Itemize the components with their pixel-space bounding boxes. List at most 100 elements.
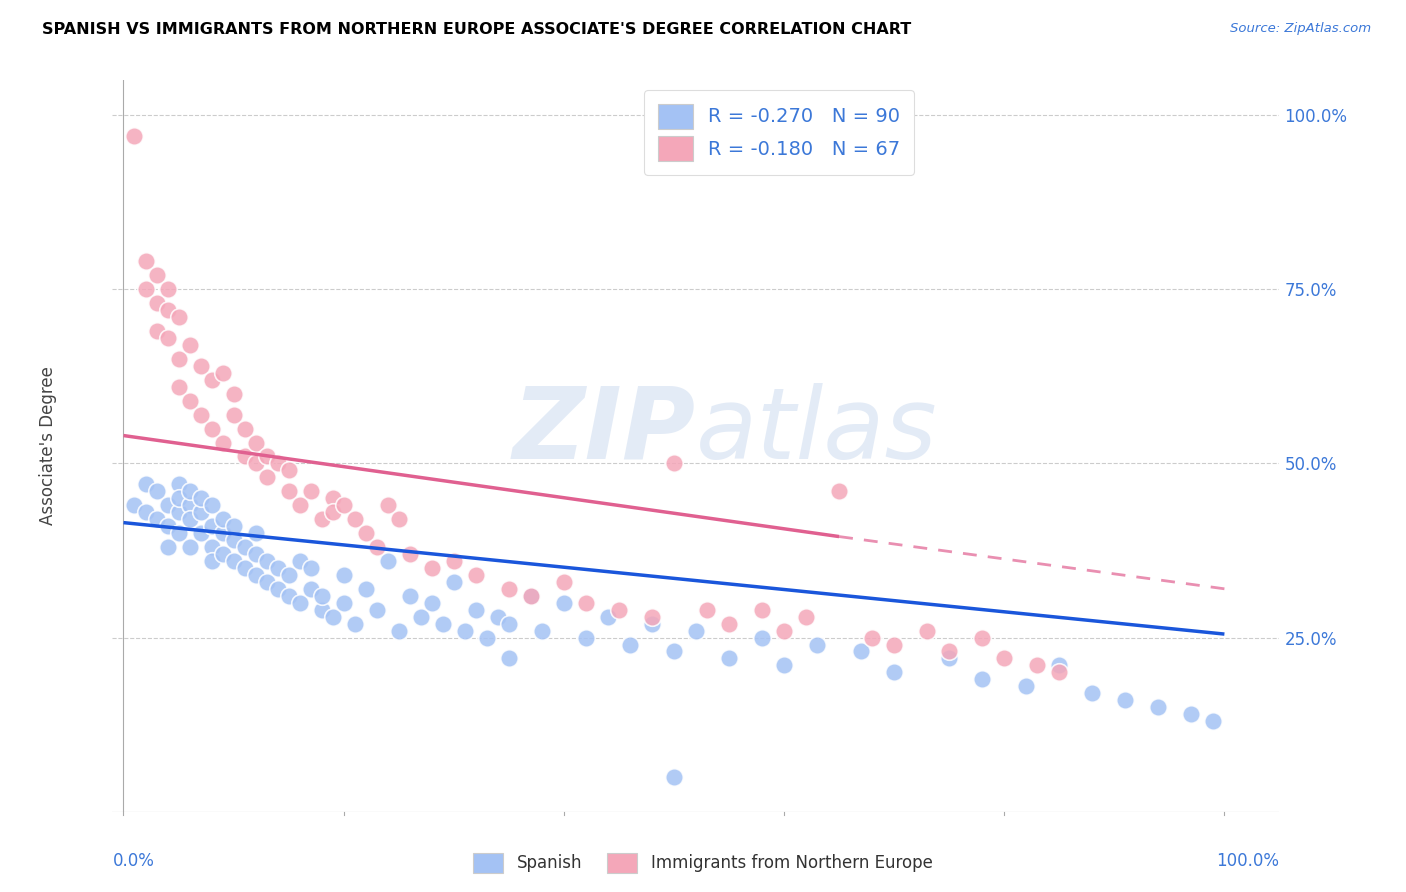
Point bbox=[343, 512, 366, 526]
Point bbox=[1026, 658, 1049, 673]
Point bbox=[1047, 658, 1070, 673]
Point bbox=[167, 380, 190, 394]
Point bbox=[354, 526, 377, 541]
Point bbox=[751, 603, 773, 617]
Point bbox=[233, 561, 256, 575]
Point bbox=[486, 609, 509, 624]
Point bbox=[1015, 679, 1038, 693]
Point bbox=[662, 644, 685, 658]
Point bbox=[662, 457, 685, 471]
Point bbox=[190, 505, 212, 519]
Point bbox=[156, 498, 179, 512]
Text: Associate's Degree: Associate's Degree bbox=[39, 367, 58, 525]
Point bbox=[1081, 686, 1104, 700]
Point bbox=[388, 624, 411, 638]
Point bbox=[1147, 700, 1170, 714]
Point bbox=[245, 457, 267, 471]
Point bbox=[972, 673, 994, 687]
Point bbox=[299, 561, 322, 575]
Point bbox=[167, 505, 190, 519]
Point bbox=[167, 491, 190, 506]
Point bbox=[179, 484, 201, 499]
Point bbox=[222, 386, 245, 401]
Point bbox=[993, 651, 1015, 665]
Point bbox=[145, 268, 167, 283]
Point bbox=[211, 512, 233, 526]
Point bbox=[233, 540, 256, 554]
Point bbox=[179, 512, 201, 526]
Point bbox=[1180, 707, 1202, 722]
Text: atlas: atlas bbox=[696, 383, 938, 480]
Point bbox=[277, 567, 299, 582]
Point bbox=[464, 603, 486, 617]
Point bbox=[883, 665, 905, 680]
Point bbox=[409, 609, 432, 624]
Point bbox=[211, 366, 233, 380]
Point bbox=[751, 631, 773, 645]
Point bbox=[222, 408, 245, 422]
Point bbox=[200, 554, 222, 568]
Point bbox=[717, 616, 740, 631]
Point bbox=[377, 554, 399, 568]
Point bbox=[530, 624, 553, 638]
Text: ZIP: ZIP bbox=[513, 383, 696, 480]
Point bbox=[696, 603, 718, 617]
Point bbox=[233, 450, 256, 464]
Point bbox=[662, 770, 685, 784]
Point bbox=[211, 526, 233, 541]
Point bbox=[156, 540, 179, 554]
Point bbox=[179, 540, 201, 554]
Point bbox=[520, 589, 543, 603]
Point bbox=[190, 408, 212, 422]
Point bbox=[299, 484, 322, 499]
Point bbox=[322, 505, 344, 519]
Text: 100.0%: 100.0% bbox=[1216, 852, 1279, 870]
Text: Source: ZipAtlas.com: Source: ZipAtlas.com bbox=[1230, 22, 1371, 36]
Point bbox=[167, 351, 190, 366]
Point bbox=[156, 303, 179, 318]
Point bbox=[553, 596, 575, 610]
Point bbox=[332, 498, 354, 512]
Point bbox=[575, 596, 598, 610]
Point bbox=[288, 596, 311, 610]
Point bbox=[343, 616, 366, 631]
Point bbox=[124, 498, 146, 512]
Point bbox=[332, 596, 354, 610]
Point bbox=[277, 484, 299, 499]
Point bbox=[134, 254, 156, 268]
Point bbox=[134, 477, 156, 491]
Point bbox=[828, 484, 851, 499]
Point bbox=[256, 574, 278, 589]
Point bbox=[794, 609, 817, 624]
Point bbox=[354, 582, 377, 596]
Point bbox=[145, 484, 167, 499]
Point bbox=[222, 554, 245, 568]
Point bbox=[553, 574, 575, 589]
Point bbox=[200, 540, 222, 554]
Point bbox=[366, 540, 388, 554]
Point bbox=[233, 421, 256, 435]
Point bbox=[124, 128, 146, 143]
Point bbox=[1114, 693, 1136, 707]
Point bbox=[211, 547, 233, 561]
Point bbox=[256, 554, 278, 568]
Point bbox=[1047, 665, 1070, 680]
Point bbox=[520, 589, 543, 603]
Point bbox=[167, 526, 190, 541]
Point bbox=[860, 631, 883, 645]
Point bbox=[190, 491, 212, 506]
Legend: R = -0.270   N = 90, R = -0.180   N = 67: R = -0.270 N = 90, R = -0.180 N = 67 bbox=[644, 90, 914, 175]
Point bbox=[332, 567, 354, 582]
Point bbox=[245, 567, 267, 582]
Point bbox=[773, 658, 796, 673]
Point bbox=[575, 631, 598, 645]
Point bbox=[641, 616, 664, 631]
Point bbox=[190, 526, 212, 541]
Text: 0.0%: 0.0% bbox=[112, 852, 155, 870]
Point bbox=[443, 574, 465, 589]
Point bbox=[256, 470, 278, 484]
Point bbox=[938, 651, 960, 665]
Point bbox=[773, 624, 796, 638]
Point bbox=[266, 561, 288, 575]
Point bbox=[377, 498, 399, 512]
